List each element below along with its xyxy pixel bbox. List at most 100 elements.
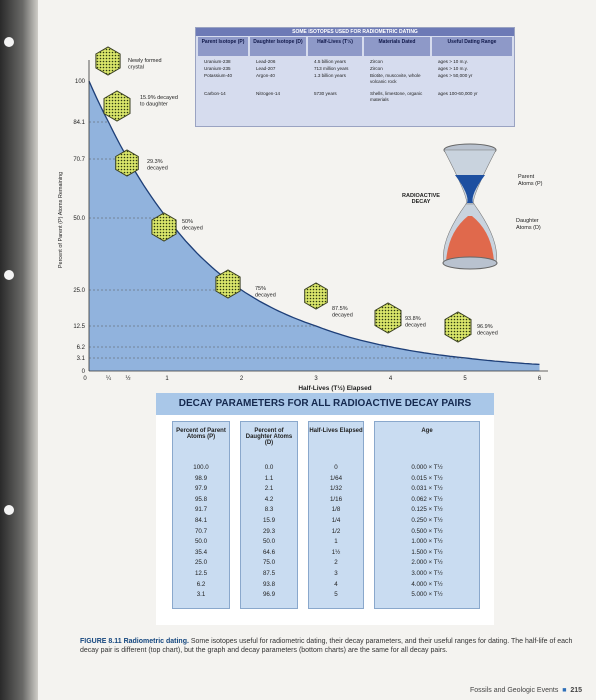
x-axis-label: Half-Lives (T½) Elapsed bbox=[298, 384, 371, 392]
crystal-annotation: 93.8% bbox=[405, 316, 421, 322]
decay-table-cell: 4.000 × T½ bbox=[411, 580, 443, 588]
decay-table-cell: 98.9 bbox=[194, 474, 208, 482]
crystal-annotation: 29.3% bbox=[147, 159, 163, 165]
crystal-annotation: 50% bbox=[182, 219, 193, 225]
isotopes-col-header: Parent Isotope (P) bbox=[198, 37, 248, 56]
decay-table-column: Percent of Daughter Atoms (D) 0.0 1.1 2.1 4.… bbox=[240, 421, 298, 609]
decay-table-cell: 75.0 bbox=[262, 559, 276, 567]
decay-table-cell: 87.5 bbox=[262, 570, 276, 577]
caption-text: Some isotopes useful for radiometric dat… bbox=[80, 638, 573, 654]
crystal-pattern-icon bbox=[95, 47, 121, 75]
decay-table-cell: 50.0 bbox=[262, 538, 276, 546]
decay-table-cell: 0.031 × T½ bbox=[411, 485, 443, 493]
decay-table-cell: 25.0 bbox=[194, 559, 208, 567]
y-tick-label: 100 bbox=[75, 79, 86, 85]
crystal-annotation: to daughter bbox=[140, 102, 168, 108]
y-tick-label: 6.2 bbox=[77, 345, 86, 351]
decay-table-cell: 84.1 bbox=[194, 517, 208, 524]
crystal-pattern-icon bbox=[375, 303, 401, 333]
x-tick-label: ½ bbox=[125, 375, 130, 382]
decay-table-column: Half-Lives Elapsed 0 1/64 1/32 1/16 1/8 1/4 1/2… bbox=[308, 421, 364, 609]
isotopes-col-header: Daughter Isotope (D) bbox=[250, 37, 306, 56]
decay-table-cell: 96.9 bbox=[262, 591, 276, 599]
crystal-annotation: decayed bbox=[477, 331, 498, 337]
decay-table-col-header: Percent of Daughter Atoms (D) bbox=[245, 428, 293, 446]
page-number: 215 bbox=[570, 687, 583, 694]
hourglass-parent-label: Atoms (P) bbox=[518, 181, 543, 187]
isotopes-col-header: Materials Dated bbox=[364, 37, 430, 56]
crystal-annotation: 75% bbox=[255, 286, 266, 292]
decay-table-cell: 3 bbox=[334, 570, 338, 577]
y-tick-label: 0 bbox=[82, 369, 86, 375]
decay-table-cell: 2.1 bbox=[264, 485, 274, 493]
decay-table-title: DECAY PARAMETERS FOR ALL RADIOACTIVE DEC… bbox=[156, 393, 494, 415]
isotopes-table-cell: Carbon-14 bbox=[204, 91, 226, 96]
isotopes-col-header: Half-Lives (T½) bbox=[308, 37, 362, 56]
isotopes-table-cell: 4.5 billion years bbox=[314, 59, 346, 64]
crystal-annotation: Newly formed bbox=[128, 58, 162, 64]
decay-table-cell: 1 bbox=[334, 538, 338, 546]
decay-table-cell: 1.500 × T½ bbox=[411, 548, 443, 556]
isotopes-table-cell: 713 million years bbox=[314, 66, 349, 71]
hourglass-daughter-label: Atoms (D) bbox=[516, 225, 541, 231]
isotopes-table-cell: Shells, limestone, organic materials bbox=[370, 91, 423, 102]
decay-table-cell: 1½ bbox=[331, 548, 341, 556]
decay-table-cell: 70.7 bbox=[194, 527, 208, 535]
footer-title: Fossils and Geologic Events bbox=[470, 687, 559, 694]
crystal-pattern-icon bbox=[151, 213, 177, 241]
y-tick-label: 3.1 bbox=[77, 356, 86, 362]
decay-table-cell: 15.9 bbox=[262, 517, 276, 524]
isotopes-table-title: SOME ISOTOPES USED FOR RADIOMETRIC DATIN… bbox=[196, 28, 514, 36]
y-axis-label: Percent of Parent (P) Atoms Remaining bbox=[58, 172, 64, 268]
page-gutter-shadow bbox=[0, 0, 38, 700]
decay-table-cell: 1/64 bbox=[329, 474, 343, 482]
page-footer: Fossils and Geologic Events ■ 215 bbox=[470, 687, 583, 694]
decay-table-cell: 4.2 bbox=[264, 495, 274, 503]
x-tick-label: 6 bbox=[538, 376, 542, 382]
decay-table-cell: 0.062 × T½ bbox=[411, 495, 443, 503]
decay-curve-chart: 0 3.1 6.2 12.5 25.0 50.0 70.7 84.1 100 0 ¼ ½ 1 2 3 4 5 6 H… bbox=[58, 46, 548, 392]
decay-table-cell: 3.1 bbox=[196, 591, 206, 599]
decay-table-cell: 4 bbox=[334, 580, 338, 588]
x-tick-label: 0 bbox=[83, 376, 87, 382]
hourglass-base-icon bbox=[442, 256, 498, 270]
decay-table-col-header: Age bbox=[421, 428, 433, 434]
isotopes-table-cell: ages > 50,000 yr bbox=[438, 73, 473, 78]
x-tick-label: 5 bbox=[463, 376, 467, 382]
decay-table-cell: 0.500 × T½ bbox=[411, 527, 443, 535]
crystal-annotation: decayed bbox=[255, 293, 276, 299]
x-tick-label: ¼ bbox=[106, 376, 112, 382]
crystal-annotation: 96.9% bbox=[477, 324, 493, 330]
y-tick-label: 84.1 bbox=[73, 120, 85, 126]
crystal-annotation: decayed bbox=[147, 166, 168, 172]
decay-table-cell: 0 bbox=[334, 464, 338, 471]
decay-table-cell: 1/8 bbox=[331, 506, 341, 514]
decay-table-cell: 0.250 × T½ bbox=[411, 517, 443, 524]
decay-table-cell: 100.0 bbox=[193, 464, 209, 471]
isotopes-table-cell: Uranium-238 bbox=[204, 59, 231, 64]
crystal-annotation: decayed bbox=[405, 323, 426, 329]
decay-table-cell: 0.125 × T½ bbox=[411, 506, 443, 514]
crystal-pattern-icon bbox=[445, 312, 471, 342]
isotopes-table-cell: Potassium-40 bbox=[204, 73, 233, 78]
decay-table-cell: 50.0 bbox=[194, 538, 208, 546]
hourglass-parent-label: Parent bbox=[518, 174, 535, 180]
x-tick-label: 3 bbox=[314, 376, 318, 382]
decay-table-cell: 95.8 bbox=[194, 495, 208, 503]
y-tick-label: 50.0 bbox=[73, 216, 85, 222]
hourglass-title: DECAY bbox=[412, 199, 431, 205]
isotopes-table-cell: ages 100-60,000 yr bbox=[438, 91, 478, 96]
decay-parameters-table: DECAY PARAMETERS FOR ALL RADIOACTIVE DEC… bbox=[156, 393, 494, 625]
isotopes-table-cell: Nitrogen-14 bbox=[256, 91, 281, 96]
decay-table-cell: 5.000 × T½ bbox=[411, 591, 443, 599]
x-tick-label: 2 bbox=[240, 376, 244, 382]
isotopes-col-header: Useful Dating Range bbox=[432, 37, 512, 56]
decay-table-cell: 0.015 × T½ bbox=[411, 474, 443, 482]
decay-table-cell: 97.9 bbox=[194, 485, 208, 493]
decay-table-cell: 91.7 bbox=[194, 506, 208, 514]
x-tick-label: 4 bbox=[389, 376, 393, 382]
crystal-annotation: 15.9% decayed bbox=[140, 95, 178, 101]
crystal-pattern-icon bbox=[304, 283, 328, 309]
caption-label: FIGURE 8.11 Radiometric dating. bbox=[80, 638, 189, 645]
